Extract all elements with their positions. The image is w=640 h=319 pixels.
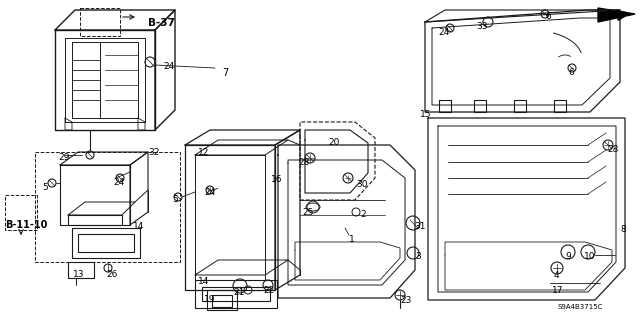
Text: 4: 4: [554, 271, 559, 280]
Text: 19: 19: [204, 295, 216, 304]
Bar: [439, 100, 451, 112]
Text: 23: 23: [400, 296, 412, 305]
Bar: [514, 100, 526, 112]
Text: 3: 3: [415, 252, 420, 261]
Text: 30: 30: [356, 180, 367, 189]
Text: 20: 20: [328, 138, 339, 147]
Text: 21: 21: [233, 288, 244, 297]
Text: S9A4B3715C: S9A4B3715C: [557, 304, 602, 310]
Bar: [474, 100, 486, 112]
Bar: [72, 228, 140, 258]
Bar: [35, 152, 180, 262]
Bar: [212, 295, 232, 307]
Text: 33: 33: [476, 22, 488, 31]
Text: 14: 14: [198, 277, 209, 286]
Text: FR.: FR.: [606, 10, 625, 20]
Text: 25: 25: [302, 208, 314, 217]
Text: 5: 5: [42, 183, 48, 192]
Text: 15: 15: [420, 110, 431, 119]
Text: 7: 7: [222, 68, 228, 78]
Bar: [202, 287, 270, 301]
Text: 28: 28: [607, 145, 618, 154]
Text: 22: 22: [263, 286, 275, 295]
Text: 5: 5: [172, 195, 178, 204]
Text: 6: 6: [568, 68, 573, 77]
Bar: [554, 100, 566, 112]
Text: 9: 9: [565, 252, 571, 261]
Text: 14: 14: [133, 222, 145, 231]
Text: 2: 2: [360, 210, 365, 219]
Text: 6: 6: [545, 12, 551, 21]
Bar: [195, 280, 277, 308]
Text: 16: 16: [271, 175, 282, 184]
Text: 26: 26: [106, 270, 117, 279]
Bar: [78, 234, 134, 252]
Bar: [68, 262, 94, 278]
Text: 1: 1: [349, 235, 355, 244]
Text: B-11-10: B-11-10: [5, 220, 47, 230]
Text: 32: 32: [148, 148, 159, 157]
Text: 29: 29: [58, 153, 69, 162]
Text: 24: 24: [438, 28, 449, 37]
Text: 24: 24: [163, 62, 174, 71]
Text: 31: 31: [414, 222, 426, 231]
Text: B-37: B-37: [148, 18, 175, 28]
Polygon shape: [598, 8, 635, 22]
Text: 28: 28: [298, 158, 309, 167]
Text: 8: 8: [620, 225, 626, 234]
Text: 17: 17: [552, 286, 563, 295]
Text: 12: 12: [198, 148, 209, 157]
Text: 10: 10: [584, 252, 595, 261]
Bar: [80, 8, 120, 36]
Text: 13: 13: [73, 270, 84, 279]
Text: 24: 24: [113, 178, 124, 187]
Bar: [5, 195, 37, 230]
Bar: [207, 290, 237, 310]
Text: 24: 24: [204, 188, 215, 197]
